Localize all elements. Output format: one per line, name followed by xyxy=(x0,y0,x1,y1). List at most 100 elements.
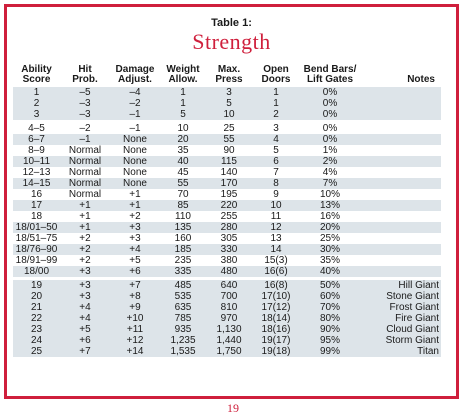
cell-notes xyxy=(360,178,441,189)
cell-weight-allow: 1,535 xyxy=(160,346,206,357)
cell-hit-prob: –2 xyxy=(79,123,91,134)
cell-max-press: 700 xyxy=(206,291,252,302)
table-row: 22 +4 +10 785 970 18(14) 80% Fire Giant xyxy=(13,313,441,324)
cell-bend-bars: 95% xyxy=(300,335,360,346)
strength-table: Ability Score Hit Prob. Damage Adjust. Weig… xyxy=(13,59,441,357)
cell-notes xyxy=(360,98,441,109)
cell-weight-allow: 235 xyxy=(174,255,192,266)
cell-hit-prob: +2 xyxy=(60,244,110,255)
cell-max-press: 305 xyxy=(220,233,238,244)
cell-damage-adjust: +11 xyxy=(110,324,160,335)
cell-notes: Frost Giant xyxy=(360,302,441,313)
cell-damage-adjust: +10 xyxy=(110,313,160,324)
cell-notes xyxy=(360,266,441,277)
cell-notes xyxy=(360,109,441,120)
cell-bend-bars: 0% xyxy=(300,87,360,98)
cell-open-doors: 1 xyxy=(252,87,300,98)
cell-ability-score: 4–5 xyxy=(28,123,45,134)
cell-ability-score: 14–15 xyxy=(13,178,60,189)
cell-hit-prob: +2 xyxy=(79,255,91,266)
cell-open-doors: 3 xyxy=(273,123,279,134)
cell-damage-adjust: +1 xyxy=(110,200,160,211)
cell-open-doors: 17(12) xyxy=(252,302,300,313)
cell-weight-allow: 185 xyxy=(160,244,206,255)
header-hit-prob: Hit Prob. xyxy=(72,64,98,85)
cell-weight-allow: 135 xyxy=(160,222,206,233)
cell-weight-allow: 485 xyxy=(160,280,206,291)
cell-notes xyxy=(360,134,441,145)
table-row: 17 +1 +1 85 220 10 13% xyxy=(13,200,441,211)
cell-max-press: 380 xyxy=(220,255,238,266)
cell-damage-adjust: +14 xyxy=(110,346,160,357)
cell-bend-bars: 16% xyxy=(319,211,340,222)
cell-damage-adjust: None xyxy=(110,178,160,189)
cell-bend-bars: 0% xyxy=(300,134,360,145)
cell-bend-bars: 0% xyxy=(300,109,360,120)
header-damage-adjust: Damage Adjust. xyxy=(115,64,155,85)
cell-max-press: 140 xyxy=(220,167,238,178)
cell-ability-score: 19 xyxy=(13,280,60,291)
cell-notes xyxy=(360,244,441,255)
cell-damage-adjust: +3 xyxy=(110,222,160,233)
cell-bend-bars: 1% xyxy=(322,145,338,156)
cell-hit-prob: –3 xyxy=(60,109,110,120)
cell-max-press: 330 xyxy=(206,244,252,255)
table-row: 1 –5 –4 1 3 1 0% xyxy=(13,87,441,98)
cell-weight-allow: 110 xyxy=(175,211,191,222)
table-row: 25 +7 +14 1,535 1,750 19(18) 99% Titan xyxy=(13,346,441,357)
cell-open-doors: 4 xyxy=(252,134,300,145)
cell-max-press: 55 xyxy=(206,134,252,145)
cell-weight-allow: 785 xyxy=(160,313,206,324)
cell-bend-bars: 35% xyxy=(319,255,340,266)
cell-bend-bars: 7% xyxy=(300,178,360,189)
cell-ability-score: 18/76–90 xyxy=(13,244,60,255)
cell-bend-bars: 0% xyxy=(300,98,360,109)
cell-bend-bars: 20% xyxy=(300,222,360,233)
cell-weight-allow: 535 xyxy=(160,291,206,302)
cell-damage-adjust: None xyxy=(110,156,160,167)
cell-hit-prob: Normal xyxy=(68,167,102,178)
table-row: 18/00 +3 +6 335 480 16(6) 40% xyxy=(13,266,441,277)
cell-bend-bars: 10% xyxy=(319,189,340,200)
cell-max-press: 480 xyxy=(206,266,252,277)
table-row: 18/91–99 +2 +5 235 380 15(3) 35% xyxy=(13,255,441,266)
row-spacer-cell xyxy=(13,120,441,123)
cell-notes xyxy=(360,87,441,98)
cell-ability-score: 17 xyxy=(13,200,60,211)
cell-open-doors: 2 xyxy=(252,109,300,120)
cell-open-doors: 10 xyxy=(252,200,300,211)
cell-open-doors: 15(3) xyxy=(264,255,288,266)
cell-open-doors: 14 xyxy=(252,244,300,255)
cell-ability-score: 18/00 xyxy=(13,266,60,277)
cell-max-press: 115 xyxy=(206,156,252,167)
cell-damage-adjust: +4 xyxy=(110,244,160,255)
table-row: 12–13 Normal None 45 140 7 4% xyxy=(13,167,441,178)
table-row: 19 +3 +7 485 640 16(8) 50% Hill Giant xyxy=(13,280,441,291)
cell-damage-adjust: +2 xyxy=(129,211,141,222)
cell-hit-prob: +4 xyxy=(60,302,110,313)
cell-bend-bars: 40% xyxy=(300,266,360,277)
header-notes: Notes xyxy=(407,74,435,85)
cell-max-press: 220 xyxy=(206,200,252,211)
cell-damage-adjust: +5 xyxy=(129,255,141,266)
table-row: 18/01–50 +1 +3 135 280 12 20% xyxy=(13,222,441,233)
cell-max-press: 1,130 xyxy=(206,324,252,335)
cell-notes xyxy=(360,167,441,178)
cell-open-doors: 12 xyxy=(252,222,300,233)
cell-ability-score: 6–7 xyxy=(13,134,60,145)
table-row: 10–11 Normal None 40 115 6 2% xyxy=(13,156,441,167)
cell-weight-allow: 1 xyxy=(160,98,206,109)
cell-damage-adjust: None xyxy=(123,145,147,156)
cell-max-press: 5 xyxy=(206,98,252,109)
table-row: 18 +1 +2 110 255 11 16% xyxy=(13,211,441,222)
cell-notes: Titan xyxy=(360,346,441,357)
header-open-doors: Open Doors xyxy=(261,64,291,85)
cell-damage-adjust: +9 xyxy=(110,302,160,313)
cell-damage-adjust: –4 xyxy=(110,87,160,98)
table-title: Strength xyxy=(192,29,271,54)
table-row: 21 +4 +9 635 810 17(12) 70% Frost Giant xyxy=(13,302,441,313)
cell-hit-prob: +3 xyxy=(60,291,110,302)
cell-bend-bars: 80% xyxy=(300,313,360,324)
cell-max-press: 255 xyxy=(220,211,238,222)
cell-notes xyxy=(360,211,441,222)
